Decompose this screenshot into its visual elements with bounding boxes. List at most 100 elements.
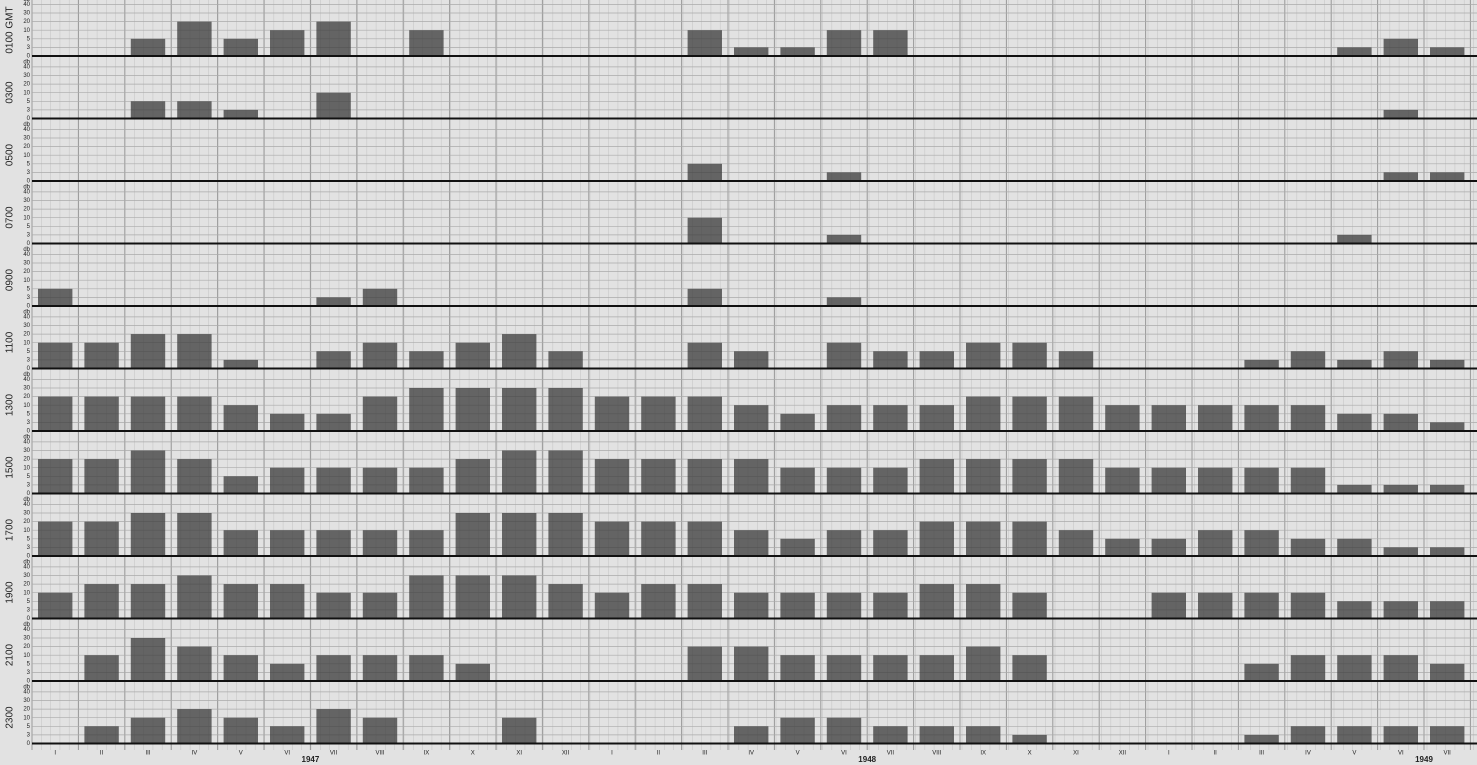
bar [1383,351,1418,369]
bar [1430,484,1465,494]
y-tick-label: 3 [27,482,31,488]
bar [1012,459,1047,494]
bar [1198,467,1233,494]
bar [1430,172,1465,181]
bar [177,396,212,431]
y-tick-label: 40 [23,314,30,320]
y-tick-label: 30 [23,448,30,454]
y-tick-label: 40 [23,2,30,8]
bar [687,342,722,369]
bar [1151,538,1186,556]
y-tick-label: 30 [23,11,30,17]
x-tick-label: III [702,751,707,757]
x-tick-label: XI [516,751,522,757]
bar [1244,467,1279,494]
bar [548,351,583,369]
bar [455,342,490,369]
strip-label: 0500 [5,143,16,166]
y-tick-label: 20 [23,269,30,275]
y-tick-label: 5 [27,99,31,105]
x-tick-label: VII [1444,751,1452,757]
bar [1105,405,1140,431]
bar [223,38,258,56]
bar [826,717,862,744]
bar [223,584,258,619]
bar [502,450,537,494]
y-tick-label: 30 [23,261,30,267]
y-tick-label: 5 [27,411,31,417]
y-tick-label: 0 [27,616,31,622]
y-tick-label: 20 [23,457,30,463]
bar [177,513,212,556]
bar [455,513,490,556]
bar [316,297,351,306]
bar [1105,467,1140,494]
bar [687,163,722,181]
bar [362,655,398,681]
bar [316,655,351,681]
y-tick-label: 20 [23,19,30,25]
bar [966,584,1001,619]
bar [362,717,398,744]
y-tick-label: 0 [27,491,31,497]
bar [1198,405,1233,431]
y-tick-label: 40 [23,564,30,570]
y-tick-label: 3 [27,295,31,301]
bar [1012,734,1047,744]
bar [223,476,258,494]
bar [177,21,212,57]
bar [84,342,119,369]
bar [84,521,119,556]
bar [362,467,398,494]
x-tick-label: VII [887,751,895,757]
bar [734,530,769,556]
bar [780,592,815,619]
bar [734,47,769,56]
bar [177,334,212,369]
x-tick-label: VIII [375,751,384,757]
bar [1383,547,1418,556]
y-tick-label: 30 [23,73,30,79]
y-tick-label: 30 [23,323,30,329]
y-tick-label: 40 [23,627,30,633]
bar [687,30,722,56]
bar [130,38,166,56]
strip-label: 0300 [5,81,16,104]
bar [873,405,908,431]
bar [130,638,166,681]
bar [502,717,537,744]
y-tick-label: 10 [23,28,30,34]
bar [1290,655,1326,681]
y-tick-label: 5 [27,536,31,542]
bar [38,459,73,494]
bar [1430,47,1465,56]
bar [873,592,908,619]
bar [130,334,166,369]
y-tick-label: 20 [23,644,30,650]
bar [1151,405,1186,431]
y-tick-label: 0 [27,54,31,60]
y-tick-label: 40 [23,502,30,508]
bar [223,405,258,431]
bar [826,405,862,431]
bar [502,334,537,369]
bar [1430,663,1465,681]
bar [409,467,444,494]
bar [84,459,119,494]
bar [1244,359,1279,369]
y-tick-label: 0 [27,429,31,435]
bar [734,459,769,494]
x-tick-label: III [1259,751,1264,757]
bar [734,726,769,744]
x-tick-label: VI [841,751,847,757]
x-tick-label: V [239,751,243,757]
bar [548,513,583,556]
y-tick-label: 40 [23,189,30,195]
bar [966,396,1001,431]
bar [687,521,722,556]
y-tick-label: 10 [23,653,30,659]
bar [362,530,398,556]
bar [1337,413,1372,431]
bar [919,584,954,619]
y-tick-label: 3 [27,45,31,51]
